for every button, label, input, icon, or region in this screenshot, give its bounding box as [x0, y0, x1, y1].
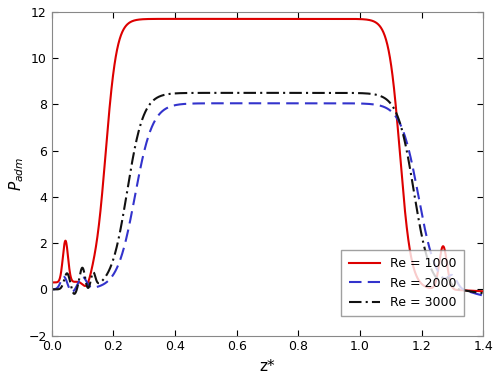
Line: Re = 1000: Re = 1000: [52, 19, 483, 291]
Re = 3000: [70, 291, 76, 296]
Re = 1000: [247, 17, 253, 21]
Re = 1000: [480, 289, 486, 294]
Re = 2000: [70, 289, 76, 293]
X-axis label: z*: z*: [260, 359, 275, 374]
Y-axis label: $P_{adm}$: $P_{adm}$: [7, 157, 26, 191]
Re = 3000: [258, 91, 264, 95]
Re = 2000: [48, 287, 54, 292]
Re = 3000: [268, 91, 274, 95]
Re = 3000: [72, 291, 78, 296]
Re = 1000: [70, 279, 76, 284]
Line: Re = 3000: Re = 3000: [52, 93, 483, 294]
Re = 3000: [468, 289, 474, 294]
Re = 2000: [274, 101, 280, 106]
Re = 1000: [48, 280, 54, 285]
Re = 2000: [468, 290, 474, 295]
Re = 2000: [247, 101, 253, 106]
Re = 1000: [258, 17, 264, 21]
Re = 2000: [468, 290, 473, 295]
Re = 3000: [48, 287, 54, 292]
Re = 3000: [389, 103, 395, 107]
Re = 2000: [388, 109, 394, 114]
Re = 2000: [258, 101, 264, 106]
Re = 1000: [468, 288, 473, 293]
Re = 3000: [468, 289, 474, 294]
Re = 1000: [468, 288, 474, 293]
Re = 3000: [480, 291, 486, 296]
Re = 1000: [388, 67, 394, 71]
Line: Re = 2000: Re = 2000: [52, 103, 483, 296]
Re = 1000: [248, 17, 254, 21]
Re = 2000: [480, 293, 486, 298]
Re = 3000: [248, 91, 254, 95]
Legend: Re = 1000, Re = 2000, Re = 3000: Re = 1000, Re = 2000, Re = 3000: [341, 250, 464, 317]
